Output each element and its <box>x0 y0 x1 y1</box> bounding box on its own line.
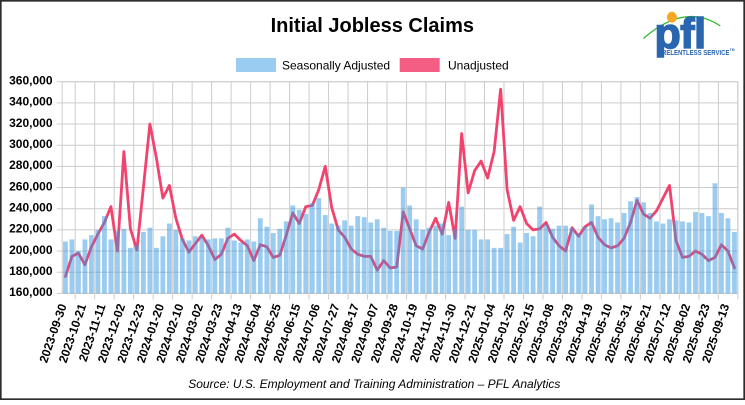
svg-text:360,000: 360,000 <box>9 74 53 88</box>
svg-text:320,000: 320,000 <box>9 116 53 130</box>
svg-text:260,000: 260,000 <box>9 179 53 193</box>
svg-text:220,000: 220,000 <box>9 222 53 236</box>
svg-text:340,000: 340,000 <box>9 95 53 109</box>
svg-text:300,000: 300,000 <box>9 137 53 151</box>
svg-text:180,000: 180,000 <box>9 264 53 278</box>
svg-text:Seasonally Adjusted: Seasonally Adjusted <box>282 59 390 73</box>
svg-text:200,000: 200,000 <box>9 243 53 257</box>
svg-text:Initial Jobless Claims: Initial Jobless Claims <box>271 15 474 37</box>
svg-text:RELENTLESS SERVICE: RELENTLESS SERVICE <box>662 48 730 57</box>
svg-text:240,000: 240,000 <box>9 201 53 215</box>
svg-text:160,000: 160,000 <box>9 285 53 299</box>
svg-text:pfl: pfl <box>655 10 706 58</box>
svg-text:Source: U.S. Employment and Tr: Source: U.S. Employment and Training Adm… <box>188 377 560 391</box>
svg-text:Unadjusted: Unadjusted <box>448 59 509 73</box>
svg-text:TM: TM <box>730 48 735 52</box>
svg-text:280,000: 280,000 <box>9 158 53 172</box>
